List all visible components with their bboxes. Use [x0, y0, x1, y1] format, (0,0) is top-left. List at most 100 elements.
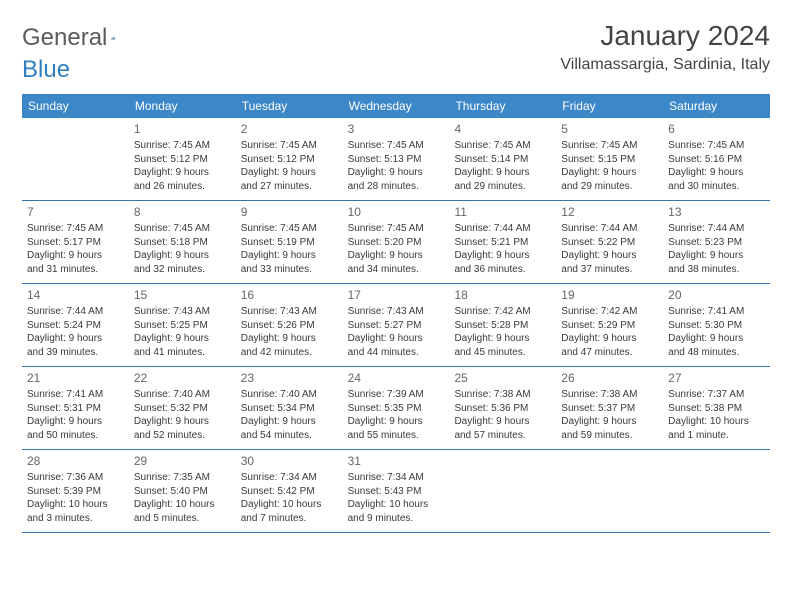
- day-number: 4: [454, 121, 551, 137]
- daylight-text: Daylight: 9 hours: [454, 166, 551, 180]
- day-number: 2: [241, 121, 338, 137]
- day-cell: 18Sunrise: 7:42 AMSunset: 5:28 PMDayligh…: [449, 284, 556, 366]
- week-row: 28Sunrise: 7:36 AMSunset: 5:39 PMDayligh…: [22, 450, 770, 533]
- daylight-text: and 7 minutes.: [241, 512, 338, 526]
- sunrise-text: Sunrise: 7:44 AM: [27, 305, 124, 319]
- sunrise-text: Sunrise: 7:43 AM: [348, 305, 445, 319]
- sunrise-text: Sunrise: 7:38 AM: [454, 388, 551, 402]
- daylight-text: Daylight: 9 hours: [241, 249, 338, 263]
- sunrise-text: Sunrise: 7:45 AM: [241, 222, 338, 236]
- daylight-text: Daylight: 9 hours: [668, 166, 765, 180]
- daylight-text: Daylight: 9 hours: [454, 332, 551, 346]
- brand-text-1: General: [22, 24, 107, 52]
- day-cell: 13Sunrise: 7:44 AMSunset: 5:23 PMDayligh…: [663, 201, 770, 283]
- daylight-text: and 26 minutes.: [134, 180, 231, 194]
- daylight-text: and 29 minutes.: [454, 180, 551, 194]
- sunset-text: Sunset: 5:36 PM: [454, 402, 551, 416]
- daylight-text: Daylight: 9 hours: [241, 332, 338, 346]
- brand-logo: General: [22, 24, 135, 52]
- day-number: 30: [241, 453, 338, 469]
- day-number: 3: [348, 121, 445, 137]
- daylight-text: Daylight: 10 hours: [668, 415, 765, 429]
- daylight-text: Daylight: 10 hours: [348, 498, 445, 512]
- day-number: 16: [241, 287, 338, 303]
- daylight-text: and 50 minutes.: [27, 429, 124, 443]
- sunrise-text: Sunrise: 7:40 AM: [241, 388, 338, 402]
- weekday-label: Sunday: [22, 94, 129, 118]
- day-number: 14: [27, 287, 124, 303]
- day-cell: 6Sunrise: 7:45 AMSunset: 5:16 PMDaylight…: [663, 118, 770, 200]
- day-number: 5: [561, 121, 658, 137]
- weekday-header: Sunday Monday Tuesday Wednesday Thursday…: [22, 94, 770, 118]
- daylight-text: and 28 minutes.: [348, 180, 445, 194]
- sunrise-text: Sunrise: 7:41 AM: [27, 388, 124, 402]
- day-number: 18: [454, 287, 551, 303]
- weeks-container: 1Sunrise: 7:45 AMSunset: 5:12 PMDaylight…: [22, 118, 770, 533]
- sunrise-text: Sunrise: 7:44 AM: [561, 222, 658, 236]
- daylight-text: and 36 minutes.: [454, 263, 551, 277]
- daylight-text: and 45 minutes.: [454, 346, 551, 360]
- day-number: 31: [348, 453, 445, 469]
- daylight-text: and 9 minutes.: [348, 512, 445, 526]
- daylight-text: and 44 minutes.: [348, 346, 445, 360]
- sunset-text: Sunset: 5:16 PM: [668, 153, 765, 167]
- day-number: 21: [27, 370, 124, 386]
- sunrise-text: Sunrise: 7:34 AM: [241, 471, 338, 485]
- sunrise-text: Sunrise: 7:45 AM: [27, 222, 124, 236]
- day-cell: 17Sunrise: 7:43 AMSunset: 5:27 PMDayligh…: [343, 284, 450, 366]
- sunrise-text: Sunrise: 7:34 AM: [348, 471, 445, 485]
- calendar-page: General January 2024 Villamassargia, Sar…: [0, 0, 792, 545]
- sunrise-text: Sunrise: 7:37 AM: [668, 388, 765, 402]
- weekday-label: Friday: [556, 94, 663, 118]
- sunrise-text: Sunrise: 7:45 AM: [348, 222, 445, 236]
- day-number: 26: [561, 370, 658, 386]
- week-row: 21Sunrise: 7:41 AMSunset: 5:31 PMDayligh…: [22, 367, 770, 450]
- day-cell: 8Sunrise: 7:45 AMSunset: 5:18 PMDaylight…: [129, 201, 236, 283]
- daylight-text: Daylight: 9 hours: [134, 249, 231, 263]
- day-number: 23: [241, 370, 338, 386]
- calendar-grid: Sunday Monday Tuesday Wednesday Thursday…: [22, 94, 770, 533]
- sunset-text: Sunset: 5:15 PM: [561, 153, 658, 167]
- daylight-text: and 42 minutes.: [241, 346, 338, 360]
- day-number: 22: [134, 370, 231, 386]
- day-cell: 30Sunrise: 7:34 AMSunset: 5:42 PMDayligh…: [236, 450, 343, 532]
- sunset-text: Sunset: 5:28 PM: [454, 319, 551, 333]
- day-number: 20: [668, 287, 765, 303]
- sunset-text: Sunset: 5:43 PM: [348, 485, 445, 499]
- day-cell: 5Sunrise: 7:45 AMSunset: 5:15 PMDaylight…: [556, 118, 663, 200]
- day-number: 6: [668, 121, 765, 137]
- day-cell: 4Sunrise: 7:45 AMSunset: 5:14 PMDaylight…: [449, 118, 556, 200]
- day-number: 7: [27, 204, 124, 220]
- day-cell: 16Sunrise: 7:43 AMSunset: 5:26 PMDayligh…: [236, 284, 343, 366]
- daylight-text: Daylight: 9 hours: [27, 249, 124, 263]
- sunset-text: Sunset: 5:27 PM: [348, 319, 445, 333]
- daylight-text: and 3 minutes.: [27, 512, 124, 526]
- day-cell: 10Sunrise: 7:45 AMSunset: 5:20 PMDayligh…: [343, 201, 450, 283]
- sunset-text: Sunset: 5:30 PM: [668, 319, 765, 333]
- sunset-text: Sunset: 5:38 PM: [668, 402, 765, 416]
- day-cell: [556, 450, 663, 532]
- sunrise-text: Sunrise: 7:45 AM: [134, 222, 231, 236]
- day-cell: 22Sunrise: 7:40 AMSunset: 5:32 PMDayligh…: [129, 367, 236, 449]
- daylight-text: Daylight: 9 hours: [561, 415, 658, 429]
- sunset-text: Sunset: 5:22 PM: [561, 236, 658, 250]
- sunrise-text: Sunrise: 7:45 AM: [561, 139, 658, 153]
- sunrise-text: Sunrise: 7:41 AM: [668, 305, 765, 319]
- daylight-text: Daylight: 9 hours: [134, 166, 231, 180]
- weekday-label: Saturday: [663, 94, 770, 118]
- daylight-text: Daylight: 9 hours: [668, 249, 765, 263]
- sunrise-text: Sunrise: 7:44 AM: [668, 222, 765, 236]
- sunset-text: Sunset: 5:20 PM: [348, 236, 445, 250]
- daylight-text: and 48 minutes.: [668, 346, 765, 360]
- daylight-text: Daylight: 9 hours: [27, 332, 124, 346]
- daylight-text: Daylight: 9 hours: [668, 332, 765, 346]
- sunrise-text: Sunrise: 7:39 AM: [348, 388, 445, 402]
- daylight-text: and 31 minutes.: [27, 263, 124, 277]
- daylight-text: and 41 minutes.: [134, 346, 231, 360]
- sunset-text: Sunset: 5:24 PM: [27, 319, 124, 333]
- daylight-text: and 54 minutes.: [241, 429, 338, 443]
- day-cell: 20 Sunrise: 7:41 AMSunset: 5:30 PMDayligh…: [663, 284, 770, 366]
- sunset-text: Sunset: 5:37 PM: [561, 402, 658, 416]
- day-cell: 11Sunrise: 7:44 AMSunset: 5:21 PMDayligh…: [449, 201, 556, 283]
- daylight-text: Daylight: 9 hours: [454, 249, 551, 263]
